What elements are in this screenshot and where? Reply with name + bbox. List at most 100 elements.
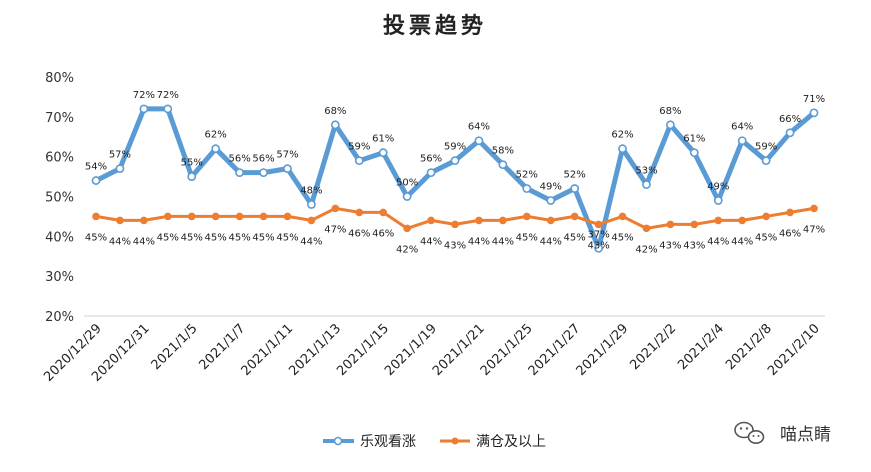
data-label: 44% bbox=[707, 236, 729, 247]
data-point bbox=[116, 216, 124, 225]
data-label: 47% bbox=[803, 224, 825, 235]
data-point bbox=[523, 212, 531, 221]
data-label: 45% bbox=[516, 232, 538, 243]
data-label: 56% bbox=[228, 154, 250, 165]
data-label: 44% bbox=[420, 236, 442, 247]
data-label: 57% bbox=[276, 150, 298, 161]
data-point bbox=[187, 172, 197, 181]
data-point bbox=[570, 212, 579, 221]
data-point bbox=[786, 208, 794, 217]
data-point bbox=[427, 216, 435, 225]
y-tick-label: 70% bbox=[45, 111, 74, 126]
data-point bbox=[259, 168, 268, 177]
data-point bbox=[259, 212, 268, 221]
data-label: 59% bbox=[444, 142, 466, 153]
data-label: 42% bbox=[396, 244, 418, 255]
data-label: 43% bbox=[659, 240, 681, 251]
data-label: 71% bbox=[803, 94, 825, 105]
data-point bbox=[354, 156, 364, 166]
data-label: 45% bbox=[85, 232, 107, 243]
data-point bbox=[809, 108, 819, 118]
data-point bbox=[211, 144, 221, 154]
data-label: 46% bbox=[348, 228, 370, 239]
data-point bbox=[140, 216, 148, 225]
data-label: 43% bbox=[587, 240, 609, 251]
data-label: 56% bbox=[252, 154, 274, 165]
data-label: 44% bbox=[109, 236, 131, 247]
legend-item-full-position: 满仓及以上 bbox=[440, 434, 546, 450]
data-label: 59% bbox=[755, 142, 777, 153]
data-point bbox=[689, 148, 699, 158]
data-label: 52% bbox=[564, 170, 586, 181]
data-label: 46% bbox=[779, 228, 801, 239]
data-label: 50% bbox=[396, 178, 418, 189]
data-point bbox=[379, 208, 388, 217]
series-optimistic: 54%57%72% 72%55%62%56% 56% 57%48%68%59%61%5… bbox=[85, 90, 825, 253]
x-tick-label: 2021/2/4 bbox=[675, 321, 727, 373]
data-label: 64% bbox=[731, 122, 753, 133]
y-tick-label: 80% bbox=[45, 71, 74, 86]
data-label: 45% bbox=[252, 232, 274, 243]
data-point bbox=[115, 164, 125, 174]
data-label: 57% bbox=[109, 150, 131, 161]
data-point bbox=[762, 212, 770, 221]
x-axis: 2020/12/292020/12/312021/1/52021/1/72021… bbox=[41, 321, 823, 385]
data-point bbox=[331, 204, 340, 213]
data-label: 68% bbox=[659, 106, 681, 117]
data-point bbox=[738, 216, 746, 225]
data-label: 45% bbox=[564, 232, 586, 243]
data-point bbox=[714, 216, 723, 225]
data-point bbox=[426, 168, 436, 177]
data-point bbox=[810, 204, 818, 213]
data-label: 45% bbox=[181, 232, 203, 243]
data-point bbox=[785, 128, 795, 138]
data-point bbox=[499, 216, 507, 225]
data-label: 44% bbox=[540, 236, 562, 247]
data-point bbox=[211, 212, 220, 221]
data-point bbox=[498, 160, 508, 170]
data-label: 53% bbox=[635, 166, 657, 177]
data-label: 61% bbox=[372, 134, 394, 145]
x-tick-label: 2021/2/10 bbox=[765, 321, 823, 379]
y-tick-label: 30% bbox=[45, 270, 74, 285]
data-point bbox=[355, 208, 364, 217]
data-label: 47% bbox=[324, 224, 346, 235]
data-label: 45% bbox=[276, 232, 298, 243]
data-label: 68% bbox=[324, 106, 346, 117]
data-point bbox=[451, 220, 459, 229]
data-label: 44% bbox=[300, 236, 322, 247]
legend-label-full-position: 满仓及以上 bbox=[476, 434, 546, 450]
data-label: 42% bbox=[635, 244, 657, 255]
data-point bbox=[594, 220, 603, 229]
legend-marker-optimistic bbox=[333, 436, 343, 446]
data-point bbox=[163, 104, 173, 114]
data-point bbox=[761, 156, 771, 166]
data-point bbox=[618, 212, 627, 221]
data-label: 56% bbox=[420, 154, 442, 165]
data-label: 45% bbox=[228, 232, 250, 243]
data-label: 48% bbox=[300, 185, 322, 196]
watermark: 喵点睛 bbox=[734, 421, 831, 445]
data-point bbox=[642, 224, 651, 233]
data-point bbox=[666, 220, 675, 229]
data-point bbox=[546, 196, 556, 205]
y-tick-label: 40% bbox=[45, 230, 74, 245]
data-point bbox=[618, 144, 627, 154]
data-point bbox=[283, 164, 292, 174]
data-point bbox=[306, 200, 316, 209]
data-label: 43% bbox=[683, 240, 705, 251]
data-label: 45% bbox=[755, 232, 777, 243]
legend: 乐观看涨 满仓及以上 bbox=[323, 434, 546, 450]
legend-marker-full-position bbox=[451, 437, 459, 445]
data-point bbox=[546, 216, 555, 225]
data-point bbox=[403, 224, 411, 233]
data-point bbox=[737, 136, 747, 146]
x-tick-label: 2021/2/2 bbox=[627, 321, 679, 373]
y-tick-label: 50% bbox=[45, 191, 74, 206]
data-point bbox=[91, 176, 101, 185]
data-point bbox=[330, 120, 340, 130]
data-label: 44% bbox=[133, 236, 155, 247]
data-label: 62% bbox=[611, 130, 633, 141]
data-label: 62% bbox=[205, 130, 227, 141]
data-label: 46% bbox=[372, 228, 394, 239]
